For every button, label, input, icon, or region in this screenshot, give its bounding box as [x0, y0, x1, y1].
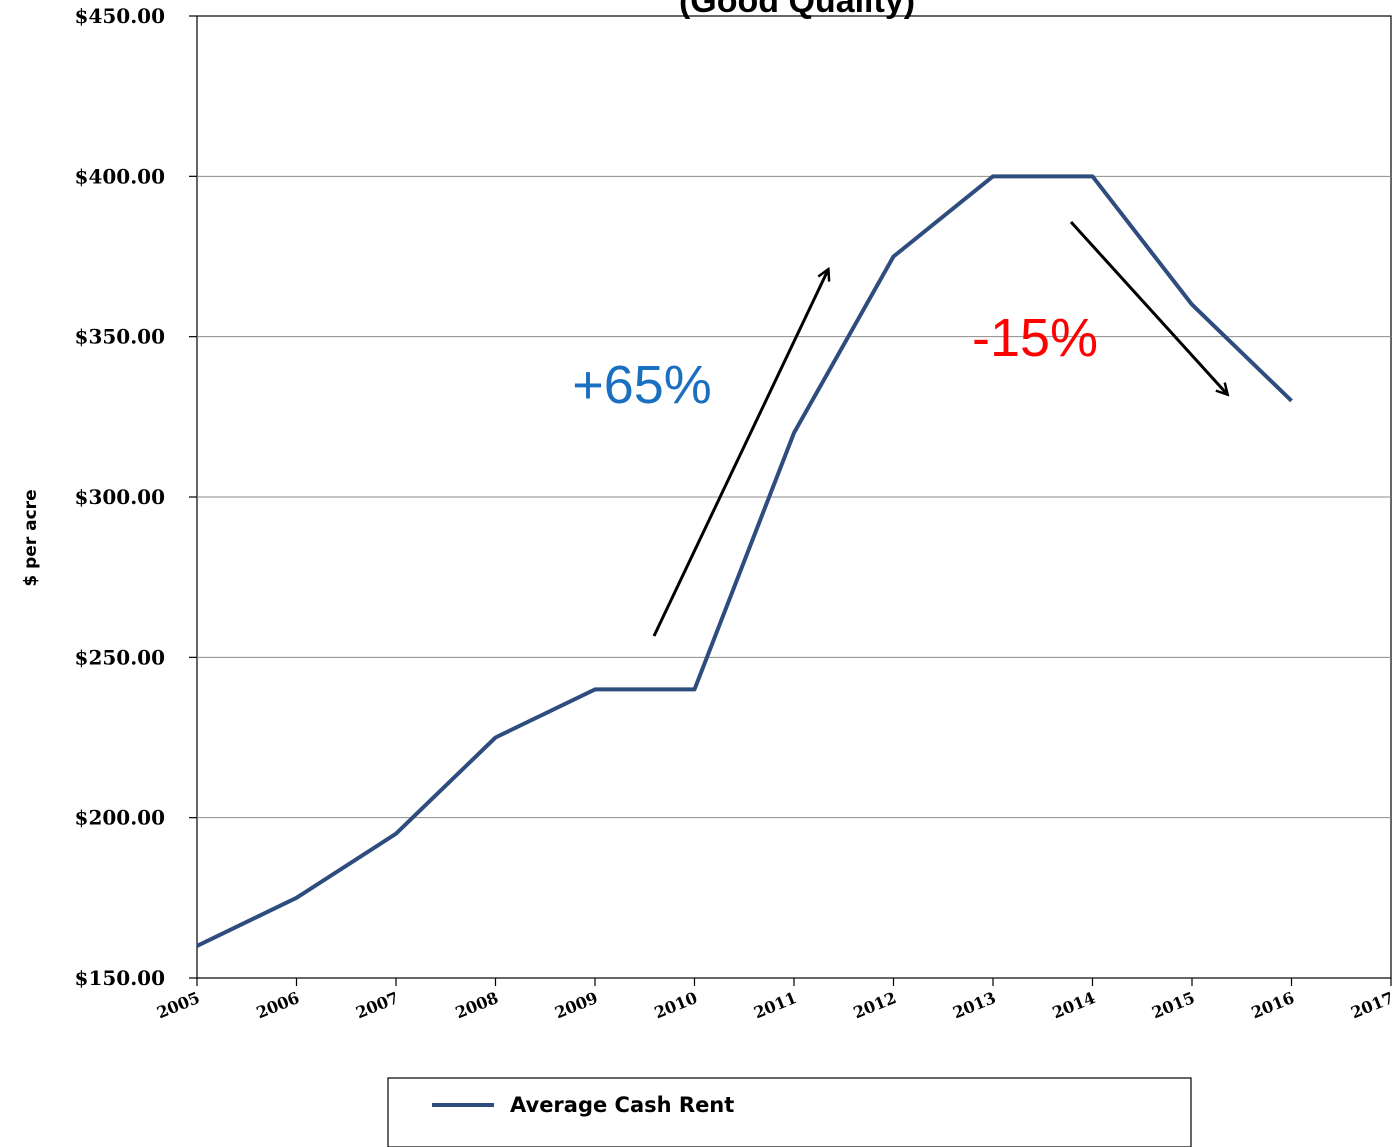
x-tick-label: 2010 — [652, 988, 700, 1022]
increase-annotation: +65% — [572, 355, 712, 415]
legend: Average Cash Rent — [387, 1077, 1192, 1147]
y-axis-ticks: $150.00 $200.00 $250.00 $300.00 $350.00 $400.… — [75, 4, 197, 990]
y-tick-label: $250.00 — [75, 645, 165, 669]
y-tick-label: $200.00 — [75, 806, 165, 830]
x-tick-label: 2017 — [1348, 988, 1395, 1022]
x-tick-label: 2008 — [453, 988, 501, 1022]
decrease-annotation: -15% — [972, 308, 1098, 368]
x-tick-label: 2012 — [851, 988, 899, 1022]
gridlines — [197, 175, 1391, 819]
y-tick-label: $150.00 — [75, 966, 165, 990]
x-tick-label: 2016 — [1249, 988, 1297, 1022]
x-tick-label: 2007 — [353, 988, 401, 1022]
y-tick-label: $450.00 — [75, 4, 165, 28]
x-tick-label: 2011 — [751, 988, 799, 1022]
legend-box — [387, 1077, 1192, 1147]
x-axis-ticks: 2005 2006 2007 2008 2009 2010 2011 2012 2013 2014… — [154, 978, 1395, 1022]
series-layer — [196, 174, 1293, 948]
series-line-average-cash-rent — [196, 174, 1293, 948]
legend-label: Average Cash Rent — [510, 1093, 734, 1117]
decrease-arrow — [1069, 220, 1227, 394]
chart-title: (Good Quality) — [679, 0, 915, 20]
x-tick-label: 2014 — [1050, 988, 1098, 1022]
y-tick-label: $300.00 — [75, 485, 165, 509]
x-tick-label: 2006 — [254, 988, 302, 1022]
x-tick-label: 2009 — [552, 988, 600, 1022]
y-axis-label: $ per acre — [21, 489, 41, 586]
y-tick-label: $400.00 — [75, 164, 165, 188]
x-tick-label: 2015 — [1149, 988, 1197, 1022]
y-tick-label: $350.00 — [75, 325, 165, 349]
increase-arrow — [652, 270, 828, 637]
x-tick-label: 2005 — [154, 988, 202, 1022]
x-tick-label: 2013 — [950, 988, 998, 1022]
